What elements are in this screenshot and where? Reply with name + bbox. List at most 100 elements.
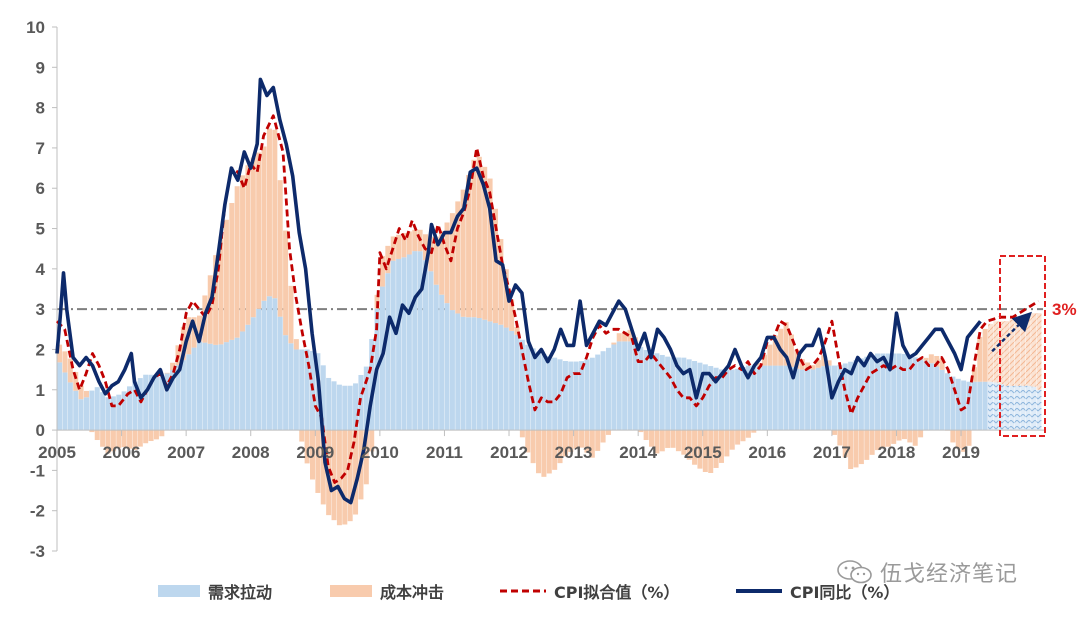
- bar-cost: [665, 430, 671, 448]
- bar-demand: [127, 386, 133, 431]
- y-tick-label: 3: [36, 300, 45, 319]
- bar-cost: [767, 344, 773, 366]
- bar-cost: [595, 430, 601, 451]
- bar-cost: [331, 430, 337, 521]
- bar-demand: [568, 361, 574, 431]
- bar-cost: [293, 339, 299, 350]
- bar-demand: [412, 251, 418, 431]
- bar-cost: [94, 430, 100, 441]
- bar-cost: [815, 360, 821, 368]
- y-tick-label: -1: [30, 461, 45, 480]
- bar-cost: [713, 430, 719, 468]
- bar-demand: [848, 361, 854, 431]
- bar-demand: [363, 366, 369, 431]
- bar-demand: [57, 362, 63, 431]
- bar-cost: [213, 255, 219, 345]
- bar-demand: [896, 353, 902, 431]
- bar-cost: [718, 430, 724, 463]
- y-tick-label: 8: [36, 99, 45, 118]
- bar-demand: [864, 356, 870, 431]
- bar-cost: [304, 430, 310, 464]
- bar-cost: [336, 430, 342, 526]
- bar-cost: [810, 365, 816, 370]
- watermark-text: 伍戈经济笔记: [880, 562, 1019, 587]
- bar-demand: [73, 390, 79, 431]
- bar-cost: [912, 430, 918, 446]
- bar-demand: [326, 377, 332, 431]
- bar-demand: [918, 359, 924, 431]
- bar-cost: [831, 430, 837, 435]
- bar-demand: [94, 387, 100, 431]
- bar-cost: [557, 430, 563, 464]
- bar-cost: [444, 222, 450, 304]
- bar-demand: [476, 318, 482, 431]
- bar-demand: [665, 356, 671, 431]
- bar-demand: [616, 341, 622, 431]
- bar-cost: [353, 430, 359, 515]
- bar-cost: [869, 430, 875, 455]
- bar-demand: [116, 394, 122, 431]
- bar-demand: [961, 380, 967, 431]
- bar-cost: [288, 285, 294, 344]
- bar-cost: [708, 430, 714, 474]
- bar-cost: [369, 430, 375, 452]
- bar-cost: [1031, 313, 1037, 387]
- bar-demand: [697, 362, 703, 431]
- bar-cost: [562, 430, 568, 457]
- bar-cost: [196, 315, 202, 342]
- bar-cost: [110, 430, 116, 452]
- bar-demand: [988, 381, 994, 431]
- bar-demand: [245, 324, 251, 431]
- bar-demand: [283, 335, 289, 431]
- bar-demand: [439, 294, 445, 431]
- bar-cost: [649, 430, 655, 447]
- bar-cost: [283, 230, 289, 336]
- y-tick-label: 5: [36, 220, 45, 239]
- bar-cost: [966, 430, 972, 446]
- bar-demand: [353, 383, 359, 431]
- bar-demand: [347, 385, 353, 431]
- bar-demand: [250, 317, 256, 431]
- bar-cost: [546, 430, 552, 474]
- bar-demand: [256, 308, 262, 431]
- bar-demand: [891, 353, 897, 431]
- bar-demand: [299, 349, 305, 431]
- bar-demand: [805, 369, 811, 431]
- bar-demand: [288, 343, 294, 431]
- bar-cost: [751, 430, 757, 433]
- bar-demand: [858, 358, 864, 431]
- bar-cost: [573, 430, 579, 449]
- bar-demand: [229, 339, 235, 431]
- bar-cost: [466, 174, 472, 318]
- bar-demand: [611, 344, 617, 431]
- bar-cost: [622, 331, 628, 342]
- bar-demand: [831, 365, 837, 431]
- bar-demand: [600, 351, 606, 431]
- bar-cost: [805, 362, 811, 370]
- bar-cost: [379, 255, 385, 287]
- bar-cost: [950, 430, 956, 443]
- bar-demand: [627, 341, 633, 431]
- bar-cost: [83, 390, 89, 398]
- y-tick-label: 2: [36, 340, 45, 359]
- bar-demand: [417, 251, 423, 431]
- bar-cost: [681, 430, 687, 455]
- bar-demand: [557, 359, 563, 431]
- bar-demand: [638, 347, 644, 431]
- bar-cost: [982, 328, 988, 382]
- bar-demand: [1036, 389, 1042, 431]
- bar-cost: [605, 430, 611, 435]
- bar-cost: [67, 358, 73, 383]
- bar-cost: [299, 430, 305, 442]
- bar-demand: [202, 342, 208, 431]
- bar-demand: [562, 361, 568, 431]
- x-tick-label: 2018: [878, 443, 916, 462]
- bar-cost: [1004, 321, 1010, 386]
- bar-cost: [589, 430, 595, 458]
- bar-cost: [509, 299, 515, 331]
- bar-demand: [595, 354, 601, 431]
- x-tick-label: 2016: [748, 443, 786, 462]
- bar-cost: [729, 430, 735, 450]
- bar-cost: [159, 430, 165, 437]
- bar-demand: [724, 369, 730, 431]
